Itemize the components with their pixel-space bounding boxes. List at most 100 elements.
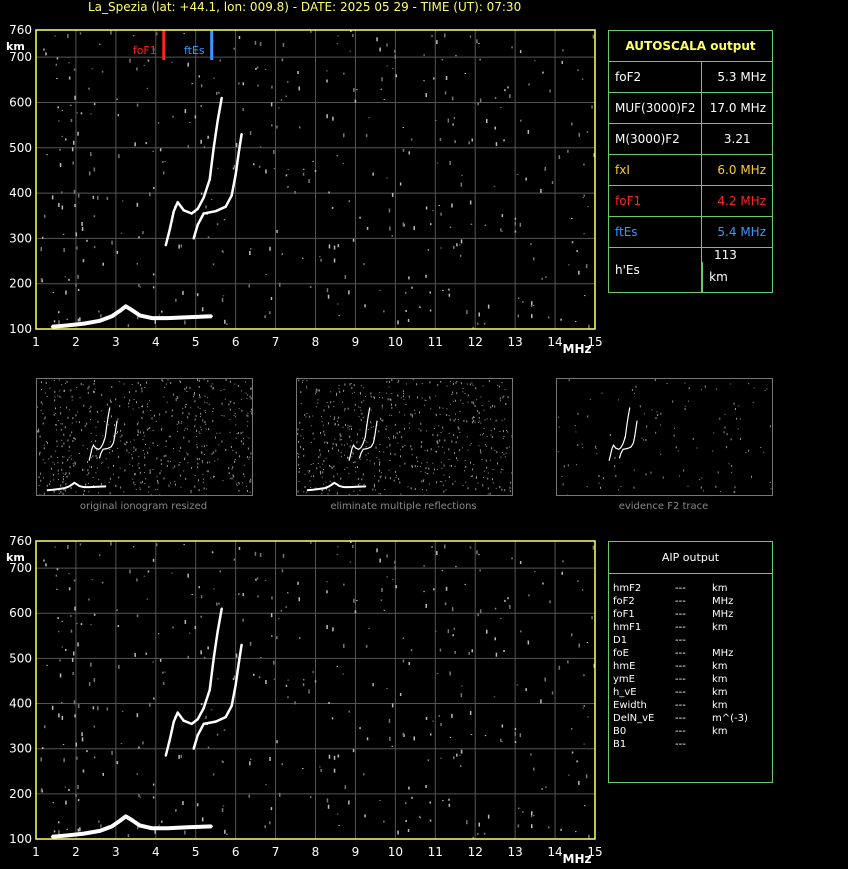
noise-speck [425,785,427,788]
noise-speck [127,834,130,838]
thumb-noise [500,456,502,458]
noise-speck [459,765,462,768]
aip-output-header-box [608,541,773,574]
noise-speck [571,122,573,126]
thumb-noise [126,449,128,452]
thumb-noise [561,475,563,477]
thumb-noise [484,419,486,421]
thumb-noise [474,421,476,423]
noise-speck [93,167,96,172]
aip-row-label: Ewidth [613,700,647,711]
thumb-noise [71,431,73,434]
noise-speck [194,115,197,119]
thumb-noise [189,386,191,389]
thumb-noise [330,401,332,404]
thumb-noise [483,476,484,478]
noise-speck [276,229,278,233]
noise-speck [61,715,64,720]
x-tick-label: 4 [152,335,160,349]
noise-speck [271,85,273,89]
noise-speck [408,786,410,790]
noise-speck [501,230,503,232]
noise-speck [180,244,183,248]
thumb-noise [487,477,489,480]
x-tick-label: 12 [468,335,483,349]
thumb-noise [495,487,497,489]
thumb-noise [421,441,423,443]
noise-speck [41,747,44,750]
thumb-noise [411,448,413,451]
noise-speck [43,48,45,51]
noise-speck [453,627,456,630]
thumb-noise [446,385,448,387]
thumb-noise [325,481,327,483]
thumb-noise [105,458,107,460]
noise-speck [258,165,261,168]
thumb-noise [411,415,413,418]
thumb-noise [170,382,172,384]
thumb-noise [455,413,456,415]
noise-speck [58,631,60,633]
thumb-noise [49,387,51,389]
noise-speck [111,240,113,245]
thumb-noise [309,415,311,418]
thumb-noise [95,440,97,443]
thumb-noise [66,380,68,383]
noise-speck [444,602,447,606]
thumb-noise [487,487,489,490]
thumb-noise [216,432,218,434]
thumb-noise [210,453,212,455]
noise-speck [88,682,91,686]
thumb-noise [724,413,726,415]
thumb-noise [426,461,428,463]
thumb-noise [230,446,232,448]
thumb-noise [325,457,327,459]
thumb-noise [481,405,483,407]
trace-point [66,834,70,837]
thumb-noise [347,424,349,426]
noise-speck [348,200,350,203]
noise-speck [278,618,280,620]
noise-speck [408,151,410,155]
thumb-noise [199,396,201,399]
thumb-noise [188,412,190,415]
thumb-noise [396,475,397,477]
noise-speck [410,649,413,652]
noise-speck [326,581,328,583]
thumb-noise [323,483,325,485]
thumb-noise [93,382,95,385]
noise-speck [397,320,399,325]
thumb-noise [133,399,135,400]
noise-speck [405,802,407,805]
thumb-noise [225,449,227,451]
thumbnail-caption-multiple-reflections: eliminate multiple reflections [330,501,477,512]
thumb-noise [93,390,94,393]
trace-point [50,835,54,838]
thumb-noise [55,412,57,414]
noise-speck [265,273,267,275]
thumb-noise [170,482,171,484]
thumb-noise [309,470,311,472]
thumb-noise [113,464,114,467]
noise-speck [129,58,131,63]
thumb-noise [84,424,86,427]
thumb-noise [432,462,434,464]
thumb-noise [345,423,346,426]
noise-speck [77,289,80,291]
autoscala-label-foF2: foF2 [607,61,703,93]
thumb-noise [115,485,117,487]
thumb-noise [247,456,249,459]
thumb-noise [674,427,675,429]
thumb-noise [730,383,732,385]
x-tick-label: 5 [192,845,200,859]
noise-speck [62,233,65,235]
noise-speck [162,171,165,175]
aip-row-label: foF2 [613,596,635,607]
noise-speck [434,120,437,121]
noise-speck [432,720,434,722]
noise-speck [61,620,64,622]
thumb-noise [451,393,453,395]
aip-row-value: --- [675,674,686,685]
noise-speck [479,98,482,103]
noise-speck [444,544,446,549]
